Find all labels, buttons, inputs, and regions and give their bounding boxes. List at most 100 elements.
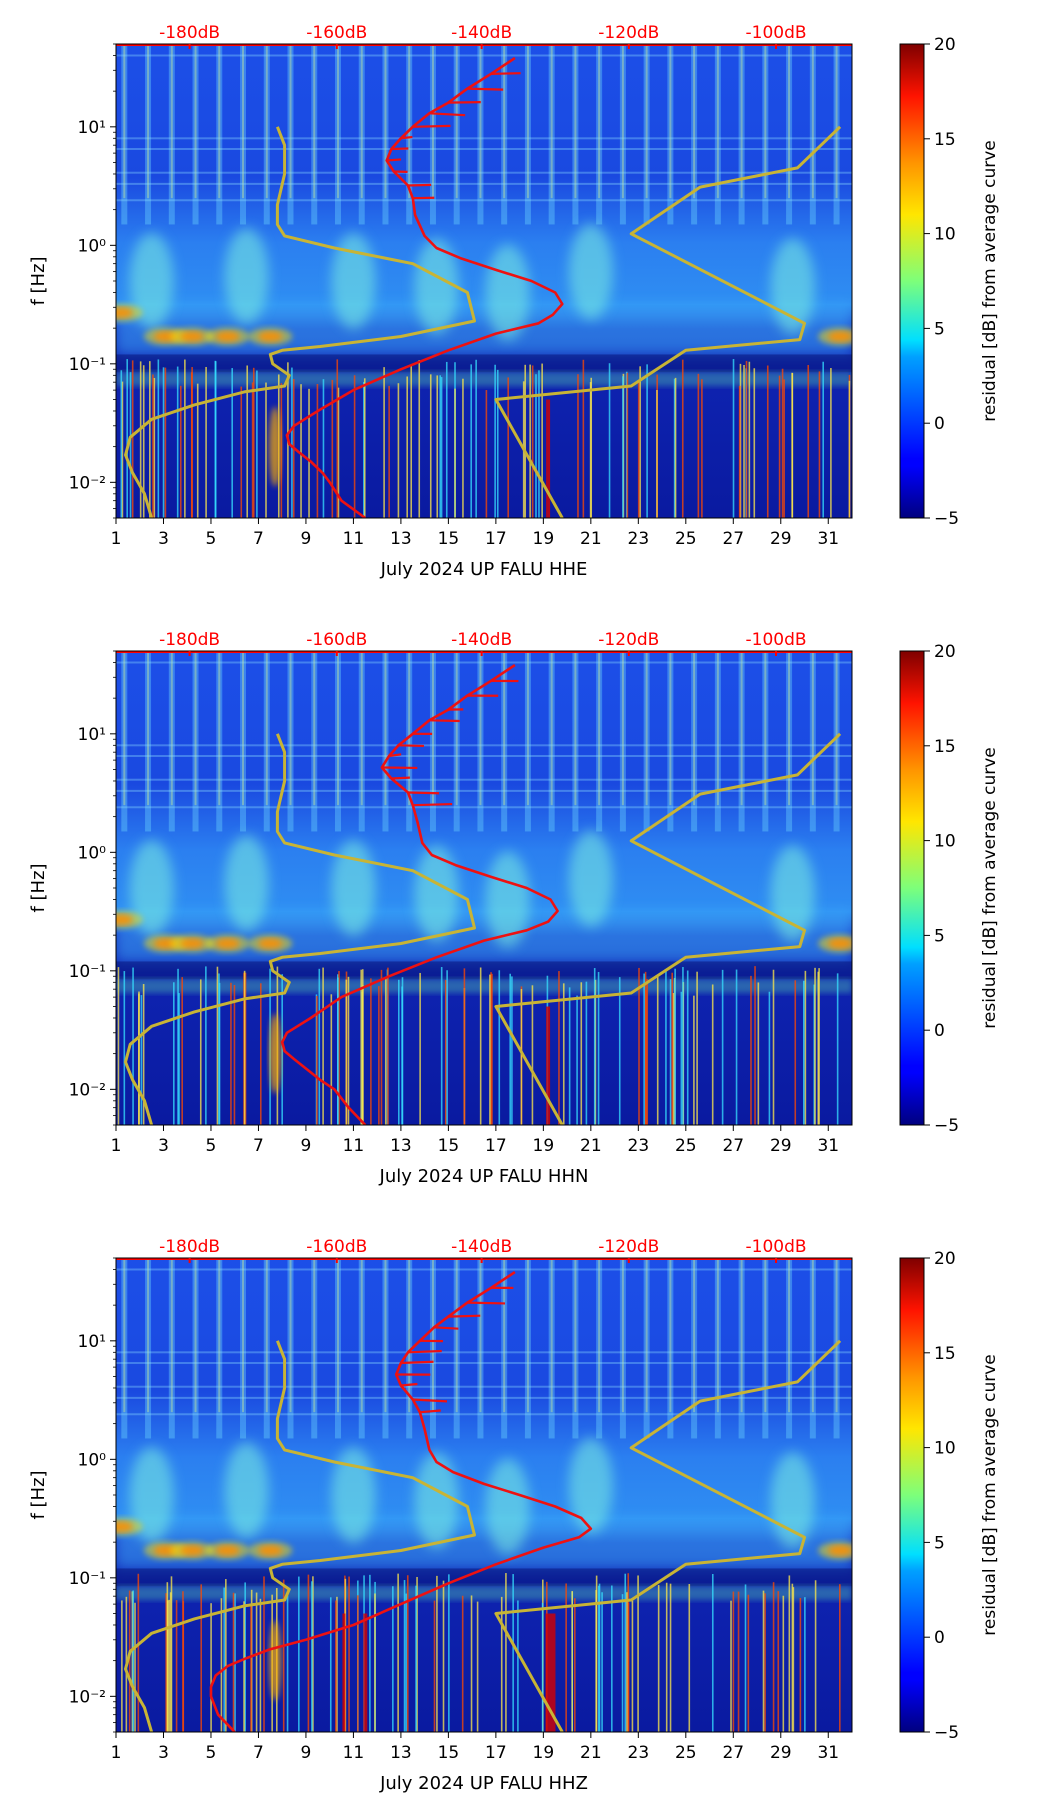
daily-streak xyxy=(334,1258,341,1439)
db-tick-label: -180dB xyxy=(159,1237,220,1257)
noise-band xyxy=(116,806,852,809)
transient-spike xyxy=(496,369,499,518)
y-tick-label: 10⁰ xyxy=(78,236,107,256)
daily-streak xyxy=(524,1258,531,1439)
transient-spike xyxy=(804,970,807,1125)
daily-streak-core xyxy=(313,44,316,199)
transient-spike xyxy=(134,1602,136,1732)
daily-streak xyxy=(263,651,270,832)
transient-spike xyxy=(674,377,677,518)
model-noise-curve xyxy=(494,732,842,1125)
y-axis-label: f [Hz] xyxy=(28,863,49,912)
x-tick-label: 31 xyxy=(817,529,839,549)
storm-plume xyxy=(568,830,613,927)
secondary-band xyxy=(116,979,852,993)
transient-spike xyxy=(558,971,560,1125)
daily-streak-core xyxy=(574,651,577,806)
daily-streak xyxy=(667,1258,674,1439)
daily-streak xyxy=(786,44,793,225)
transient-spike xyxy=(565,1583,567,1732)
transient-spike xyxy=(511,976,513,1125)
transient-spike xyxy=(577,374,579,518)
transient-spike xyxy=(839,1584,841,1732)
transient-spike xyxy=(128,1590,131,1732)
low-freq-glow xyxy=(269,1620,282,1701)
daily-streak-core xyxy=(669,651,672,806)
daily-streak xyxy=(548,44,555,225)
colorbar: −5 0 5 10 15 20 residual [dB] from average cur… xyxy=(899,642,1000,1136)
daily-streak xyxy=(738,1258,745,1439)
transient-spike xyxy=(177,968,179,1125)
colorbar-tick-label: 0 xyxy=(934,414,945,434)
transient-spike xyxy=(440,966,443,1125)
transient-spike xyxy=(580,982,583,1125)
transient-spike xyxy=(256,370,258,518)
transient-spike xyxy=(436,375,439,518)
x-tick-label: 3 xyxy=(158,529,169,549)
daily-streak-core xyxy=(811,1258,814,1413)
psd-spike xyxy=(400,1382,418,1387)
x-tick-label: 1 xyxy=(111,529,122,549)
x-tick-label: 21 xyxy=(580,1136,602,1156)
daily-streak xyxy=(786,1258,793,1439)
daily-streak xyxy=(762,44,769,225)
x-tick-label: 21 xyxy=(580,529,602,549)
transient-spike xyxy=(454,388,456,518)
colorbar-tick-label: 10 xyxy=(934,1439,956,1459)
daily-streak-core xyxy=(265,44,268,199)
transient-spike xyxy=(401,986,403,1125)
transient-spike xyxy=(639,366,641,518)
transient-spike xyxy=(121,1600,123,1732)
psd-spike xyxy=(407,183,432,187)
noise-band xyxy=(116,182,852,185)
daily-streak xyxy=(809,1258,816,1439)
transient-spike xyxy=(369,1574,371,1732)
curves xyxy=(116,651,852,1125)
transient-spike xyxy=(403,1580,406,1732)
daily-streak-core xyxy=(242,1258,245,1413)
transient-spike xyxy=(764,1593,766,1732)
transient-spike xyxy=(308,388,310,518)
transient-spike xyxy=(388,385,390,518)
daily-streak-core xyxy=(503,1258,506,1413)
daily-streak-core xyxy=(788,44,791,199)
transient-spike xyxy=(406,376,408,518)
transient-spike xyxy=(405,1593,407,1732)
transient-spike xyxy=(246,365,249,518)
noise-band xyxy=(116,1351,852,1354)
db-tick-label: -120dB xyxy=(598,1237,659,1257)
daily-streak-core xyxy=(645,44,648,199)
transient-spike xyxy=(378,986,380,1125)
psd-spike xyxy=(386,158,402,162)
daily-streak xyxy=(738,651,745,832)
x-tick-label: 29 xyxy=(770,1743,792,1763)
daily-streak-core xyxy=(621,44,624,199)
transient-spike xyxy=(485,390,488,518)
daily-streak-core xyxy=(147,1258,150,1413)
daily-streak xyxy=(524,651,531,832)
x-tick-label: 29 xyxy=(770,1136,792,1156)
transient-spike xyxy=(178,993,180,1125)
transient-spike xyxy=(593,968,596,1125)
daily-streak-core xyxy=(289,1258,292,1413)
transient-spike xyxy=(291,367,293,518)
transient-spike xyxy=(419,972,421,1125)
transient-spike xyxy=(638,967,640,1125)
daily-streak xyxy=(714,651,721,832)
transient-spike xyxy=(165,1593,167,1732)
transient-spike xyxy=(576,995,578,1125)
storm-plume xyxy=(224,835,269,932)
noise-band xyxy=(116,137,852,140)
daily-streak-core xyxy=(526,44,529,199)
daily-streak xyxy=(240,44,247,225)
daily-streak-core xyxy=(669,1258,672,1413)
daily-streak-core xyxy=(336,1258,339,1413)
daily-streak xyxy=(524,44,531,225)
transient-spike xyxy=(312,1576,314,1732)
y-axis: 10⁻² 10⁻¹ 10⁰ 10¹ xyxy=(69,650,116,1126)
daily-streak xyxy=(334,651,341,832)
storm-plume xyxy=(485,851,530,948)
daily-streak-core xyxy=(336,651,339,806)
daily-streak-core xyxy=(194,44,197,199)
hot-spot-halo xyxy=(116,303,143,322)
